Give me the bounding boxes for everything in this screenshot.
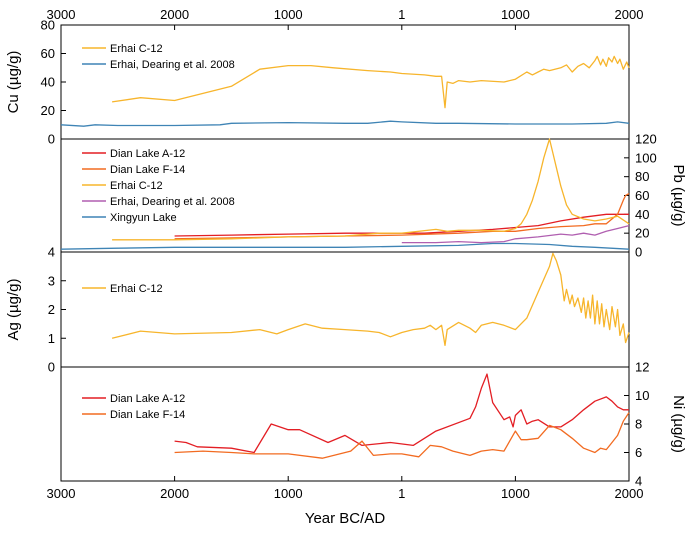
- ni-y-tick-label: 6: [635, 445, 642, 460]
- pb-y-tick-label: 20: [635, 226, 649, 241]
- cu-y-tick-label: 0: [48, 132, 55, 147]
- x-tick-label-top: 1000: [501, 7, 530, 22]
- x-tick-label-top: 1: [398, 7, 405, 22]
- x-tick-label-top: 1000: [274, 7, 303, 22]
- ag-legend-label: Erhai C-12: [110, 283, 163, 295]
- cu-legend-label: Erhai C-12: [110, 43, 163, 55]
- pb-y-tick-label: 80: [635, 169, 649, 184]
- axes-layer: [60, 24, 630, 482]
- pb-legend-label: Dian Lake F-14: [110, 164, 185, 176]
- cu-legend-label: Erhai, Dearing et al. 2008: [110, 59, 235, 71]
- pb-y-tick-label: 120: [635, 132, 657, 147]
- ni-legend-label: Dian Lake A-12: [110, 393, 185, 405]
- x-tick-label-bottom: 2000: [615, 486, 644, 501]
- cu-y-tick-label: 20: [41, 103, 55, 118]
- ni-y-tick-label: 12: [635, 360, 649, 375]
- label-layer: 3000300020002000100010001110001000200020…: [5, 7, 687, 527]
- ag-y-tick-label: 2: [48, 302, 55, 317]
- pb-legend-label: Dian Lake A-12: [110, 148, 185, 160]
- pb-y-tick-label: 60: [635, 188, 649, 203]
- cu-y-tick-label: 40: [41, 75, 55, 90]
- cu-y-tick-label: 80: [41, 18, 55, 33]
- legend-layer: Erhai C-12 Erhai, Dearing et al. 2008 Dian…: [82, 43, 235, 421]
- ni-series-dian-lake-a-12: [174, 373, 629, 454]
- ag-y-tick-label: 4: [48, 245, 55, 260]
- x-tick-label-bottom: 1000: [501, 486, 530, 501]
- x-tick-label-top: 2000: [160, 7, 189, 22]
- cu-y-axis-title: Cu (µg/g): [5, 51, 22, 114]
- pb-y-tick-label: 100: [635, 150, 657, 165]
- ag-y-tick-label: 1: [48, 331, 55, 346]
- pb-y-tick-label: 40: [635, 207, 649, 222]
- x-tick-label-top: 3000: [47, 7, 76, 22]
- cu-y-tick-label: 60: [41, 46, 55, 61]
- ni-y-tick-label: 10: [635, 388, 649, 403]
- ni-series-dian-lake-f-14: [174, 412, 630, 459]
- pb-y-tick-label: 0: [635, 245, 642, 260]
- ni-y-axis-title: Ni (µg/g): [670, 395, 687, 453]
- x-tick-label-bottom: 2000: [160, 486, 189, 501]
- x-tick-label-bottom: 1000: [274, 486, 303, 501]
- plot-frame: [60, 24, 630, 482]
- ag-y-tick-label: 0: [48, 360, 55, 375]
- ni-legend-label: Dian Lake F-14: [110, 409, 185, 421]
- series-layer: [60, 55, 630, 459]
- cu-series-erhai-dearing-et-al-2008: [60, 120, 630, 127]
- pb-series-erhai-c-12: [112, 138, 630, 241]
- x-tick-label-bottom: 3000: [47, 486, 76, 501]
- pb-series-xingyun-lake: [60, 242, 630, 250]
- ni-y-tick-label: 8: [635, 417, 642, 432]
- ag-series-erhai-c-12: [111, 252, 630, 347]
- cu-series-erhai-c-12: [112, 55, 630, 109]
- pb-series-erhai-dearing-et-al-2008: [401, 224, 630, 244]
- pb-legend-label: Erhai, Dearing et al. 2008: [110, 196, 235, 208]
- ag-y-axis-title: Ag (µg/g): [5, 278, 22, 340]
- ag-y-tick-label: 3: [48, 273, 55, 288]
- pb-legend-label: Xingyun Lake: [110, 212, 177, 224]
- pb-legend-label: Erhai C-12: [110, 180, 163, 192]
- pb-series-dian-lake-f-14: [174, 193, 630, 240]
- ni-y-tick-label: 4: [635, 474, 642, 489]
- pb-y-axis-title: Pb (µg/g): [670, 165, 687, 227]
- x-tick-label-top: 2000: [615, 7, 644, 22]
- x-axis-title: Year BC/AD: [305, 510, 385, 527]
- x-tick-label-bottom: 1: [398, 486, 405, 501]
